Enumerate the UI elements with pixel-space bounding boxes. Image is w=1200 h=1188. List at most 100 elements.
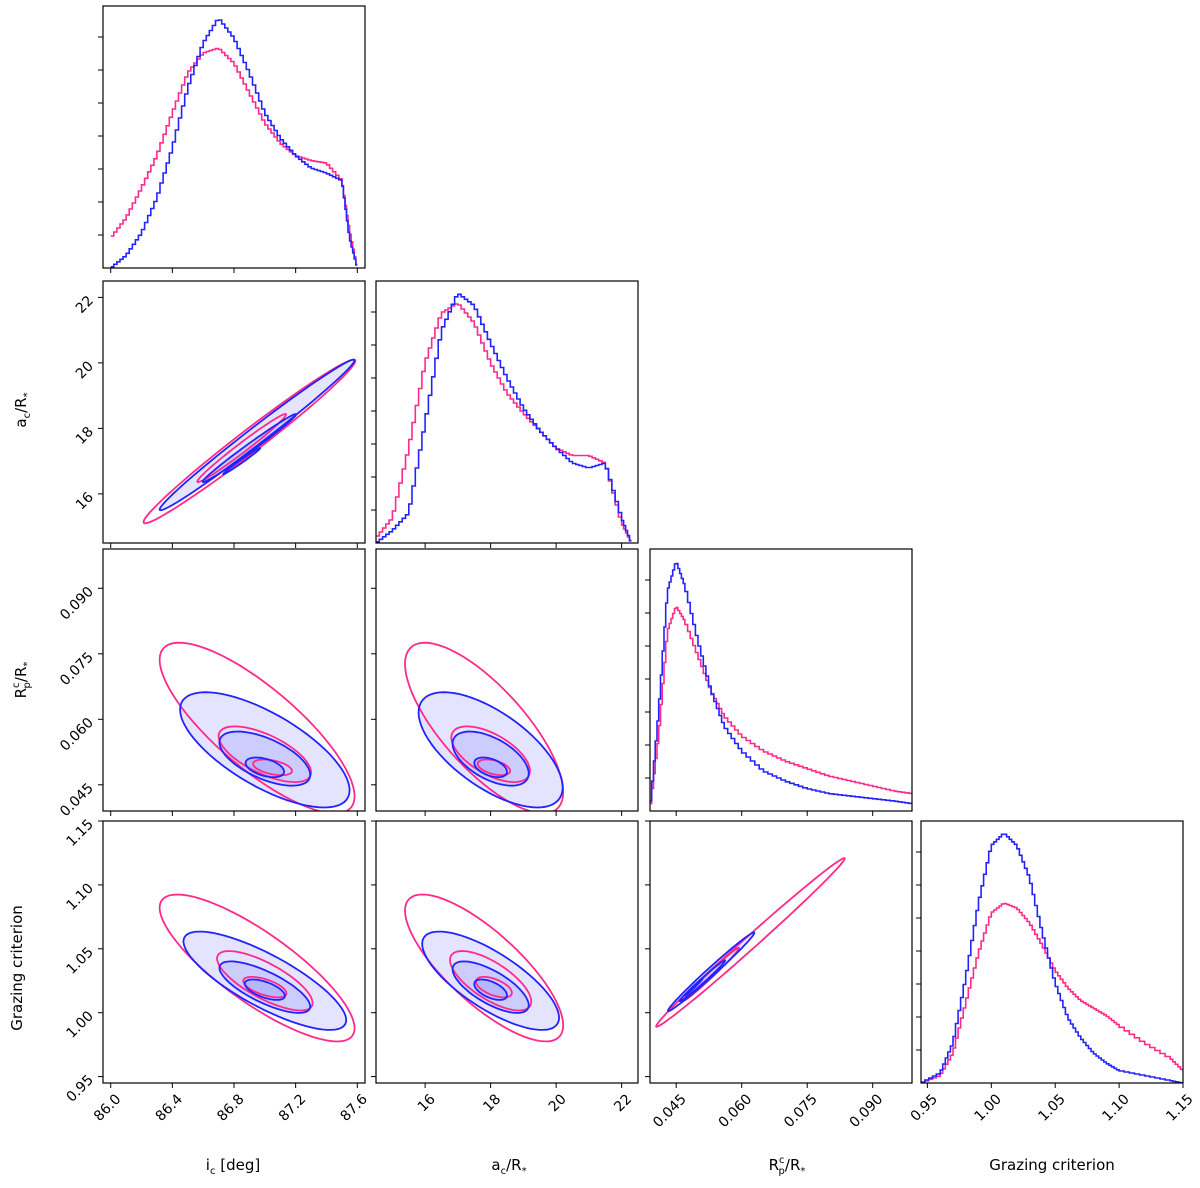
panel-2-1-contour-b-1 [451, 730, 530, 787]
panel-0-0-hist-b [110, 19, 358, 268]
panel-1-0: 16 18 20 22 [73, 280, 366, 548]
panel-3-2-contour-b-0 [666, 931, 756, 1013]
panel-2-0-content [158, 641, 356, 811]
xlabel-ac-tailsub: * [522, 1166, 527, 1177]
panel-1-1-hist-b [376, 293, 632, 543]
xlabel-rp-sub: p [779, 1166, 785, 1177]
panel-0-0-frame [102, 5, 366, 269]
panel-2-0-yticklabel-2: 0.075 [57, 649, 97, 689]
xlabel-rp-sup: c [779, 1155, 785, 1166]
xlabel-ac-sub: c [501, 1166, 507, 1177]
panel-1-1-frame [375, 280, 639, 544]
xlabel-rp-main: R [769, 1156, 779, 1174]
panel-3-1-fill-b-1 [452, 961, 529, 1013]
panel-2-0-contour-a-1 [217, 725, 313, 784]
panel-3-3-hist-b [921, 833, 1183, 1083]
panel-3-0-contour-a-2 [242, 976, 288, 999]
ylabel-rp-main: R [12, 688, 30, 698]
panel-1-0-yticklabel-2: 20 [73, 358, 97, 382]
panel-3-0-yticklabel-0: 0.95 [63, 1072, 96, 1105]
ylabel-ac: ac/R* [12, 392, 33, 427]
panel-2-2-content [650, 562, 912, 805]
panel-3-1-xticklabel-3: 22 [611, 1091, 635, 1115]
panel-2-0-yticklabel-3: 0.090 [57, 584, 97, 624]
panel-3-3-hist-a [921, 902, 1183, 1083]
ylabel-rp-sup: c [11, 682, 22, 688]
xlabel-ac-tail: /R [506, 1156, 521, 1174]
panel-3-1-xticklabel-1: 18 [480, 1091, 504, 1115]
panel-3-0-fill-b-1 [219, 961, 311, 1013]
panel-1-0-contour-b-0 [158, 358, 356, 512]
panel-3-1-xticklabel-2: 20 [546, 1091, 570, 1115]
panel-2-0-contour-b-2 [244, 756, 286, 779]
panel-3-3-xticklabel-1: 1.00 [972, 1091, 1005, 1124]
panel-2-0-contour-b-1 [218, 730, 312, 787]
panel-3-3-xticklabel-0: 0.95 [908, 1091, 941, 1124]
panel-3-0-xticklabel-4: 87.6 [338, 1091, 371, 1124]
panel-3-2-frame [649, 820, 913, 1084]
panel-1-0-contour-a-0 [142, 358, 357, 525]
panel-3-1-contour-b-0 [421, 930, 561, 1031]
panel-3-0-content [158, 893, 356, 1043]
xlabel-graz: Grazing criterion [989, 1156, 1115, 1174]
ylabel-ac-tailsub: * [22, 392, 33, 397]
panel-3-0-xticklabel-2: 86.8 [214, 1091, 247, 1124]
panel-3-0-contour-b-0 [182, 930, 348, 1031]
panel-3-0-xticklabel-3: 87.2 [276, 1091, 309, 1124]
xlabel-ic-sub: c [210, 1166, 216, 1177]
panel-2-1-contour-b-2 [473, 756, 508, 779]
panel-3-0-frame [102, 820, 366, 1084]
panel-3-1-content [404, 893, 565, 1043]
panel-3-2-xticklabel-3: 0.090 [847, 1091, 887, 1131]
panel-0-0 [98, 5, 366, 273]
corner-panels: 16 18 20 22 0.045 0.060 0.075 0.090 0.95 1.00 1.05… [57, 5, 1197, 1131]
panel-2-1-contour-b-0 [417, 691, 564, 809]
panel-1-0-content [142, 358, 357, 525]
panel-3-3-xticklabel-4: 1.15 [1163, 1091, 1196, 1124]
ylabel-ac-sub: c [22, 413, 33, 419]
panel-3-3: 0.95 1.00 1.05 1.10 1.15 [908, 820, 1197, 1125]
panel-3-2: 0.045 0.060 0.075 0.090 [645, 820, 913, 1131]
xlabel-ic-tail: [deg] [215, 1156, 260, 1174]
panel-1-0-frame [102, 280, 366, 544]
panel-3-0-contour-b-1 [218, 960, 312, 1014]
panel-2-2-hist-a [650, 606, 912, 805]
panel-3-1-contour-b-1 [451, 960, 530, 1014]
panel-1-1 [371, 280, 639, 548]
panel-1-0-fill-b-2 [159, 359, 355, 511]
ylabel-graz: Grazing criterion [8, 905, 26, 1031]
panel-3-3-content [921, 833, 1183, 1083]
panel-3-2-xticklabel-0: 0.045 [650, 1091, 690, 1131]
panel-3-0-xticklabel-0: 86.0 [91, 1091, 124, 1124]
ylabel-rp-tail: /R [12, 667, 30, 682]
panel-2-1 [371, 548, 639, 816]
xlabel-rp-tailsub: * [800, 1166, 805, 1177]
panel-0-0-hist-a [110, 47, 358, 266]
panel-2-1-frame [375, 548, 639, 812]
panel-2-0: 0.045 0.060 0.075 0.090 [57, 548, 366, 820]
panel-3-0-yticklabel-1: 1.00 [63, 1008, 96, 1041]
panel-3-0-contour-a-0 [158, 893, 356, 1043]
panel-2-0-frame [102, 548, 366, 812]
panel-1-0-contour-a-1 [196, 413, 288, 484]
panel-3-1-xticklabel-0: 16 [415, 1091, 439, 1115]
panel-2-2 [645, 548, 913, 816]
ylabel-ac-tail: /R [12, 397, 30, 412]
panel-3-2-contour-b-2 [683, 977, 704, 997]
panel-3-0: 0.95 1.00 1.05 1.10 1.15 86.0 86.4 86.8 87.2 87.6 [63, 817, 370, 1125]
panel-3-3-frame [920, 820, 1184, 1084]
panel-3-1-contour-a-1 [449, 950, 533, 1012]
panel-2-1-content [404, 641, 565, 811]
panel-3-0-yticklabel-4: 1.15 [63, 817, 96, 850]
panel-0-0-content [110, 19, 358, 268]
panel-1-1-hist-a [376, 303, 632, 542]
panel-1-0-yticklabel-1: 18 [73, 424, 97, 448]
ylabel-rp-tailsub: * [22, 662, 33, 667]
ylabel-rp-sub: p [22, 682, 33, 688]
panel-2-2-hist-b [650, 562, 912, 805]
panel-3-1-frame [375, 820, 639, 1084]
xlabel-rp-tail: /R [785, 1156, 800, 1174]
panel-3-1-contour-a-0 [404, 893, 565, 1043]
panel-2-0-contour-a-0 [158, 641, 356, 811]
